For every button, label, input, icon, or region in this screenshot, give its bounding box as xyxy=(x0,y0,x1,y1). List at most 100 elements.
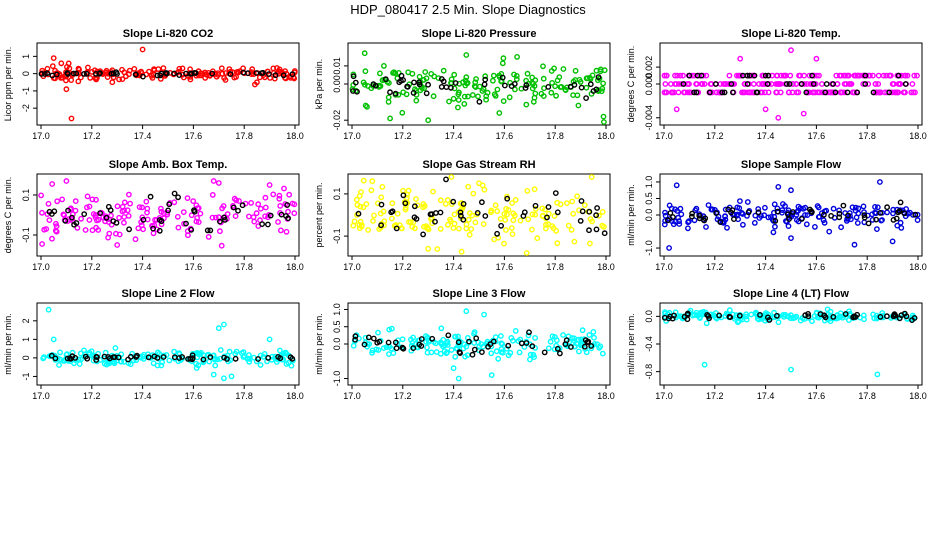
reference-point xyxy=(861,212,868,219)
data-point xyxy=(838,224,844,231)
data-point xyxy=(802,212,808,218)
data-point xyxy=(160,65,167,72)
reference-point xyxy=(272,72,279,79)
data-point xyxy=(482,73,489,80)
y-tick-label: 1 xyxy=(21,337,31,342)
outlier-point xyxy=(45,306,52,313)
data-point xyxy=(601,67,608,74)
data-point xyxy=(246,358,253,365)
reference-point xyxy=(895,209,901,216)
data-point xyxy=(116,76,123,83)
data-point xyxy=(479,88,486,94)
data-point xyxy=(369,349,375,356)
data-point xyxy=(452,333,459,340)
data-point xyxy=(912,89,918,96)
data-point xyxy=(671,89,677,96)
y-tick-label: 0.01 xyxy=(332,57,342,75)
data-point xyxy=(852,207,859,214)
outlier-point xyxy=(800,110,807,117)
x-tick-label: 17.4 xyxy=(757,391,775,401)
data-point xyxy=(193,202,200,209)
y-tick-label: 0.00 xyxy=(332,75,342,93)
data-point xyxy=(277,227,284,234)
reference-point xyxy=(719,89,726,96)
data-point xyxy=(176,65,183,72)
reference-point xyxy=(189,356,196,363)
reference-point xyxy=(207,354,214,360)
data-point xyxy=(412,341,419,347)
reference-point xyxy=(432,218,438,225)
data-point xyxy=(849,204,856,211)
data-point xyxy=(564,200,570,207)
reference-point xyxy=(728,81,735,87)
reference-point xyxy=(402,200,409,207)
data-point xyxy=(495,355,502,362)
data-point xyxy=(894,89,901,96)
reference-point xyxy=(840,202,847,209)
data-point xyxy=(846,317,852,323)
x-tick-label: 17.8 xyxy=(858,262,876,272)
reference-point xyxy=(577,217,584,224)
reference-point xyxy=(850,314,856,321)
x-tick-label: 17.4 xyxy=(757,262,775,272)
data-point xyxy=(276,347,283,354)
data-point xyxy=(865,81,872,87)
outlier-point xyxy=(851,241,858,248)
data-point xyxy=(554,240,561,247)
reference-point xyxy=(361,341,368,348)
data-point xyxy=(772,223,778,230)
data-point xyxy=(272,353,279,360)
data-point xyxy=(430,93,437,100)
x-tick-label: 17.6 xyxy=(496,131,514,141)
data-point xyxy=(815,214,822,220)
reference-point xyxy=(713,81,719,87)
data-point xyxy=(206,358,213,365)
reference-point xyxy=(176,355,183,361)
y-tick-label: 0.1 xyxy=(332,188,342,201)
data-point xyxy=(676,221,683,227)
data-point xyxy=(154,362,161,369)
reference-point xyxy=(691,89,697,96)
data-point xyxy=(765,214,772,221)
reference-point xyxy=(730,89,736,96)
y-tick-label: -0.1 xyxy=(21,227,31,243)
reference-point xyxy=(581,343,588,350)
plot-frame xyxy=(347,173,611,257)
data-point xyxy=(811,72,817,79)
data-point xyxy=(830,205,837,212)
data-point xyxy=(708,206,715,213)
reference-point xyxy=(884,313,890,320)
reference-point xyxy=(420,231,426,238)
data-point xyxy=(677,72,684,79)
data-point xyxy=(358,222,365,229)
reference-point xyxy=(200,356,207,363)
data-point xyxy=(188,212,195,219)
reference-point xyxy=(810,81,817,87)
reference-point xyxy=(83,71,90,77)
x-tick-label: 18.0 xyxy=(909,131,927,141)
data-point xyxy=(371,212,377,219)
data-point xyxy=(60,357,67,364)
data-point xyxy=(792,314,798,321)
data-point xyxy=(460,79,466,86)
reference-point xyxy=(594,205,600,211)
data-point xyxy=(473,76,479,82)
data-point xyxy=(86,203,93,210)
x-tick-label: 17.4 xyxy=(134,131,152,141)
data-point xyxy=(524,70,531,77)
data-point xyxy=(773,72,780,79)
data-point xyxy=(853,214,860,221)
data-point xyxy=(554,77,561,84)
reference-point xyxy=(107,207,114,214)
data-point xyxy=(747,89,754,96)
data-point xyxy=(914,217,921,224)
data-point xyxy=(240,349,247,355)
data-point xyxy=(132,236,139,243)
data-point xyxy=(59,196,65,203)
data-point xyxy=(395,91,402,98)
data-point xyxy=(356,193,363,199)
data-point xyxy=(475,93,481,100)
reference-point xyxy=(64,355,71,362)
y-tick-label: -0.4 xyxy=(644,336,654,352)
outlier-point xyxy=(220,375,227,382)
